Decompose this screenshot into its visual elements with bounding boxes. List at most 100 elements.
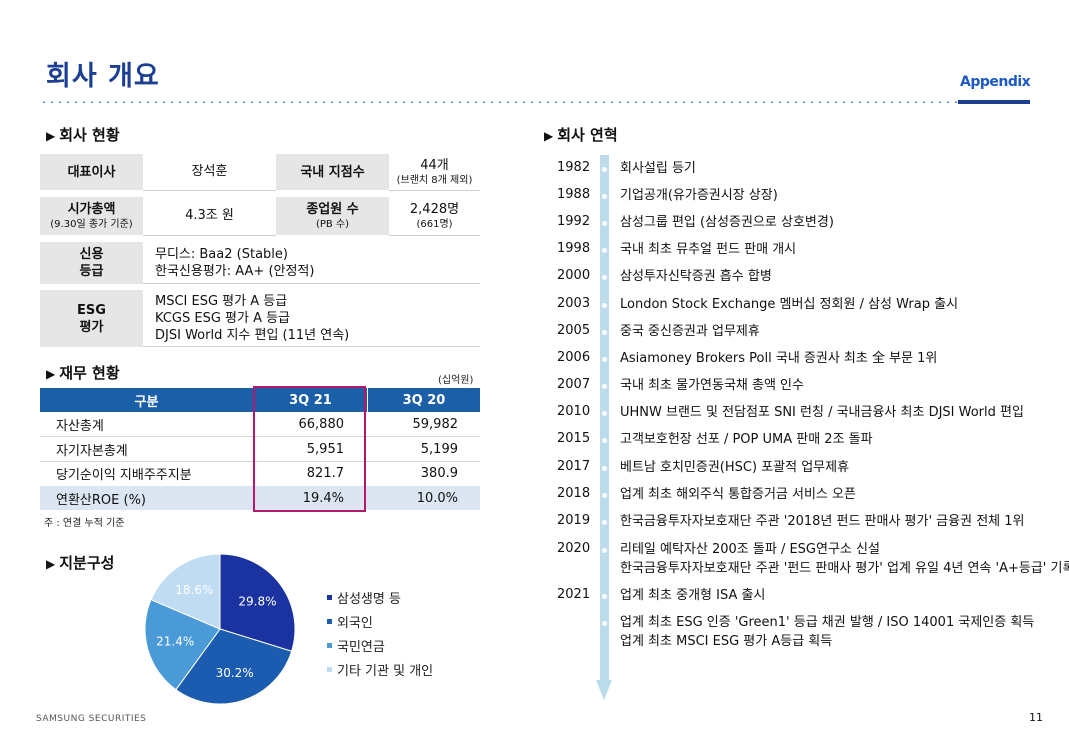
- timeline-dot: [602, 221, 607, 226]
- timeline-dot: [602, 303, 607, 308]
- footer-company: SAMSUNG SECURITIES: [36, 714, 147, 724]
- timeline-year: 2003: [557, 296, 591, 311]
- legend-swatch: [327, 643, 332, 648]
- section-overview-title: ▶ 회사 현황: [46, 126, 120, 144]
- timeline-event-line: 한국금융투자자보호재단 주관 '2018년 펀드 판매사 평가' 금융권 전체 …: [620, 514, 1025, 529]
- ceo-label: 대표이사: [40, 154, 143, 190]
- finance-row-label: 연환산ROE (%): [56, 492, 146, 508]
- pie-slice: [144, 598, 221, 691]
- timeline-event-line: 한국금융투자자보호재단 주관 '펀드 판매사 평가' 업계 유일 4년 연속 '…: [620, 561, 1069, 576]
- timeline-dot: [602, 548, 607, 553]
- timeline-event: 고객보호헌장 선포 / POP UMA 판매 2조 돌파: [620, 430, 873, 449]
- timeline-year: 2010: [557, 404, 591, 419]
- timeline-event-line: 삼성투자신탁증권 흡수 합병: [620, 269, 772, 284]
- finance-row-label: 자기자본총계: [56, 443, 128, 459]
- timeline-year: 2005: [557, 323, 591, 338]
- timeline-dot: [602, 466, 607, 471]
- timeline-year: 2006: [557, 350, 591, 365]
- timeline-event: 베트남 호치민증권(HSC) 포괄적 업무제휴: [620, 458, 849, 477]
- timeline-dot: [602, 357, 607, 362]
- timeline-axis: [600, 155, 609, 683]
- legend-swatch: [327, 595, 332, 600]
- timeline-year: 1992: [557, 214, 591, 229]
- finance-header-item: 구분: [40, 388, 253, 412]
- legend-label: 외국인: [337, 616, 373, 631]
- section-finance-title: ▶ 재무 현황: [46, 364, 120, 382]
- page-title: 회사 개요: [46, 61, 160, 92]
- timeline-event-line: 국내 최초 뮤추얼 펀드 판매 개시: [620, 242, 797, 257]
- timeline-year: 1998: [557, 241, 591, 256]
- finance-cell: 66,880: [298, 416, 345, 432]
- legend-item: 외국인: [327, 612, 373, 631]
- timeline-year: 2017: [557, 459, 591, 474]
- timeline-year: 2007: [557, 377, 591, 392]
- finance-cell: 821.7: [306, 465, 344, 481]
- pie-slice-label: 18.6%: [175, 583, 213, 597]
- timeline-event: Asiamoney Brokers Poll 국내 증권사 최초 全 부문 1위: [620, 349, 937, 368]
- timeline-dot: [602, 520, 607, 525]
- timeline-year: 1982: [557, 160, 591, 175]
- pie-slice-label: 30.2%: [216, 666, 254, 680]
- branch-value: 44개 (브랜치 8개 제외): [396, 157, 473, 186]
- timeline-dot: [602, 438, 607, 443]
- timeline-year: 2000: [557, 268, 591, 283]
- finance-cell: 10.0%: [416, 490, 458, 506]
- triangle-bullet-icon: ▶: [46, 129, 56, 143]
- timeline-event-line: 업계 최초 해외주식 통합증거금 서비스 오픈: [620, 487, 856, 502]
- shareholding-pie-chart: 29.8% 30.2% 21.4% 18.6%: [144, 553, 296, 705]
- timeline-arrow-icon: [596, 680, 612, 700]
- timeline-year: 2018: [557, 486, 591, 501]
- timeline-dot: [602, 384, 607, 389]
- dotted-divider: [40, 101, 1030, 103]
- timeline-year: 2019: [557, 513, 591, 528]
- appendix-label: Appendix: [960, 74, 1031, 90]
- timeline-event: 업계 최초 중개형 ISA 출시: [620, 586, 765, 605]
- timeline-dot: [602, 330, 607, 335]
- finance-row-label: 자산총계: [56, 418, 104, 434]
- timeline-event-line: London Stock Exchange 멤버십 정회원 / 삼성 Wrap …: [620, 297, 959, 312]
- legend-item: 국민연금: [327, 636, 385, 655]
- timeline-event: 한국금융투자자보호재단 주관 '2018년 펀드 판매사 평가' 금융권 전체 …: [620, 512, 1024, 531]
- timeline-dot: [602, 275, 607, 280]
- highlight-box-3q21: [253, 386, 366, 512]
- finance-cell: 19.4%: [302, 490, 344, 506]
- finance-cell: 5,199: [420, 441, 458, 457]
- market-cap-label: 시가총액 (9.30일 종가 기준): [40, 197, 143, 235]
- legend-label: 기타 기관 및 개인: [337, 664, 434, 679]
- finance-cell: 5,951: [306, 441, 344, 457]
- timeline-year: 2020: [557, 541, 591, 556]
- timeline-event: 삼성투자신탁증권 흡수 합병: [620, 267, 772, 286]
- legend-swatch: [327, 619, 332, 624]
- legend-label: 삼성생명 등: [337, 592, 401, 607]
- timeline-event-line: 기업공개(유가증권시장 상장): [620, 188, 778, 203]
- timeline-dot: [602, 594, 607, 599]
- legend-swatch: [327, 667, 332, 672]
- timeline-event: 기업공개(유가증권시장 상장): [620, 186, 778, 205]
- timeline-year: 2021: [557, 587, 591, 602]
- esg-label: ESG 평가: [40, 290, 143, 347]
- section-history-title: ▶ 회사 연혁: [544, 126, 618, 144]
- timeline-year: 1988: [557, 187, 591, 202]
- pie-slice: [175, 628, 293, 705]
- timeline-event-line: 업계 최초 ESG 인증 'Green1' 등급 채권 발행 / ISO 140…: [620, 615, 1035, 630]
- section-shareholding-title: ▶ 지분구성: [46, 554, 115, 572]
- finance-cell: 380.9: [420, 465, 458, 481]
- timeline-dot: [602, 493, 607, 498]
- timeline-event-line: 업계 최초 MSCI ESG 평가 A등급 획득: [620, 634, 833, 649]
- finance-header-3q21: 3Q 21: [254, 388, 367, 412]
- finance-note: 주 : 연결 누적 기준: [44, 518, 125, 529]
- timeline-event-line: UHNW 브랜드 및 전담점포 SNI 런칭 / 국내금융사 최초 DJSI W…: [620, 405, 1024, 420]
- timeline-dot: [602, 248, 607, 253]
- timeline-event: London Stock Exchange 멤버십 정회원 / 삼성 Wrap …: [620, 295, 958, 314]
- timeline-event: 리테일 예탁자산 200조 돌파 / ESG연구소 신설 한국금융투자자보호재단 …: [620, 540, 1069, 578]
- legend-label: 국민연금: [337, 640, 385, 655]
- legend-item: 기타 기관 및 개인: [327, 660, 433, 679]
- page-number: 11: [1029, 711, 1043, 724]
- timeline-event-line: 업계 최초 중개형 ISA 출시: [620, 588, 766, 603]
- timeline-event-line: 회사설립 등기: [620, 161, 696, 176]
- triangle-bullet-icon: ▶: [46, 367, 56, 381]
- timeline-event-line: 중국 중신증권과 업무제휴: [620, 324, 760, 339]
- timeline-event: 업계 최초 ESG 인증 'Green1' 등급 채권 발행 / ISO 140…: [620, 613, 1034, 651]
- triangle-bullet-icon: ▶: [46, 557, 56, 571]
- market-cap-value: 4.3조 원: [185, 208, 234, 223]
